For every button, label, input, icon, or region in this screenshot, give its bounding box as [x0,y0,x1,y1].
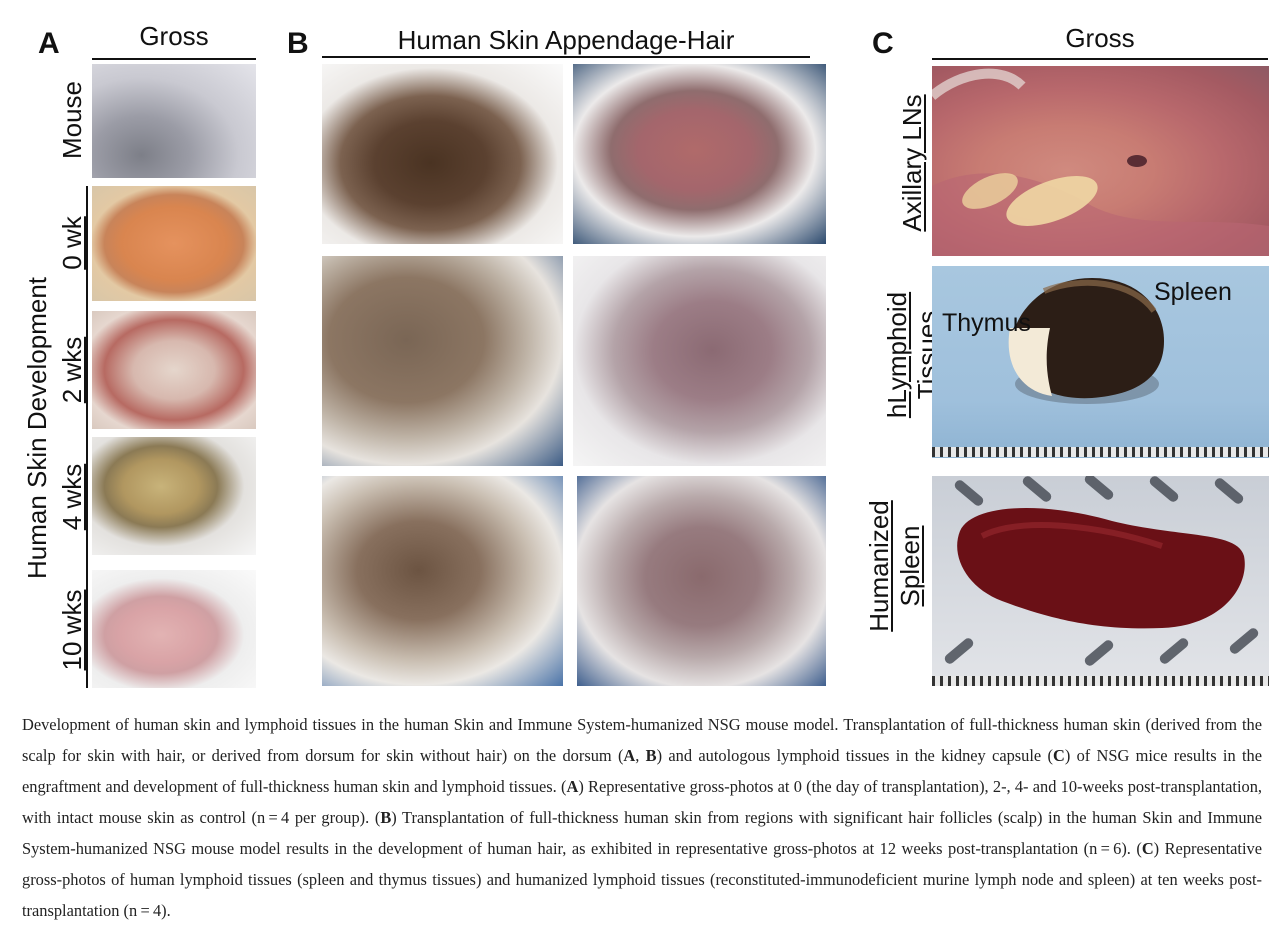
caption-ref-a: A [623,746,636,765]
caption-text-6: ) Representative gross-photos of human l… [22,839,1263,920]
photo-skin-2wks [92,311,256,429]
caption-text-2: ) and autologous lymphoid tissues in the… [656,746,1053,765]
photo-hair-4 [573,256,826,466]
row-label-2wks: 2 wks [57,336,87,404]
row-label-mouse: Mouse [57,80,87,160]
photo-skin-0wk [92,186,256,301]
caption-ref-a2: A [566,777,579,796]
thymus-label: Thymus [942,309,1031,337]
caption-text-3: ) of NSG mice results in the engraftment… [22,746,1262,796]
photo-hair-2 [573,64,826,244]
photo-hair-3 [322,256,563,466]
photo-hair-5 [322,476,563,686]
scale-ruler-tissues [932,447,1269,457]
caption-text-4: ) Representative gross-photos at 0 (the … [22,777,1262,827]
lns-tissue-shapes [932,68,1269,256]
panel-a-group-rule [86,186,88,688]
photo-hair-1 [322,64,563,244]
caption-ref-b2: B [380,808,392,827]
panel-a-letter: A [38,27,60,60]
panel-a-header-rule [92,58,256,60]
photo-skin-10wks [92,570,256,688]
row-label-spleen: Spleen [895,525,925,607]
spleen-label: Spleen [1154,278,1232,306]
caption-ref-b: B [645,746,657,765]
hlymphoid-tissue-shapes [1008,278,1164,404]
photo-humanized-spleen [932,476,1269,686]
spleen-shapes [944,476,1259,666]
row-label-humanized: Humanized [864,500,894,632]
photo-hair-6 [577,476,826,686]
caption-text-1: Development of human skin and lymphoid t… [22,715,1262,765]
row-label-10wks: 10 wks [57,589,87,671]
photo-mouse-skin [92,64,256,178]
photo-axillary-lns [932,66,1269,256]
group-label-human-skin-development: Human Skin Development [22,276,52,580]
caption-ref-c2: C [1141,839,1154,858]
row-label-axillary-lns: Axillary LNs [897,94,927,232]
row-label-hlymphoid: hLymphoid [882,291,912,419]
row-label-0wk: 0 wk [57,216,87,270]
panel-a-header: Gross [139,21,209,51]
caption-text-5: ) Transplantation of full-thickness huma… [22,808,1262,858]
panel-b-header: Human Skin Appendage-Hair [397,25,735,55]
scale-ruler-spleen [932,676,1269,686]
panel-b-header-rule [322,56,810,58]
panel-c-letter: C [872,27,894,60]
panel-c-header: Gross [1065,23,1135,53]
caption-ref-c: C [1052,746,1065,765]
panel-c-header-rule [932,58,1268,60]
photo-skin-4wks [92,437,256,555]
panel-b-letter: B [287,27,309,60]
photo-hlymphoid-tissues: Thymus Spleen [932,266,1269,458]
caption-sep-1: , [635,746,646,765]
row-label-4wks: 4 wks [57,463,87,531]
figure-caption: Development of human skin and lymphoid t… [22,709,1262,926]
